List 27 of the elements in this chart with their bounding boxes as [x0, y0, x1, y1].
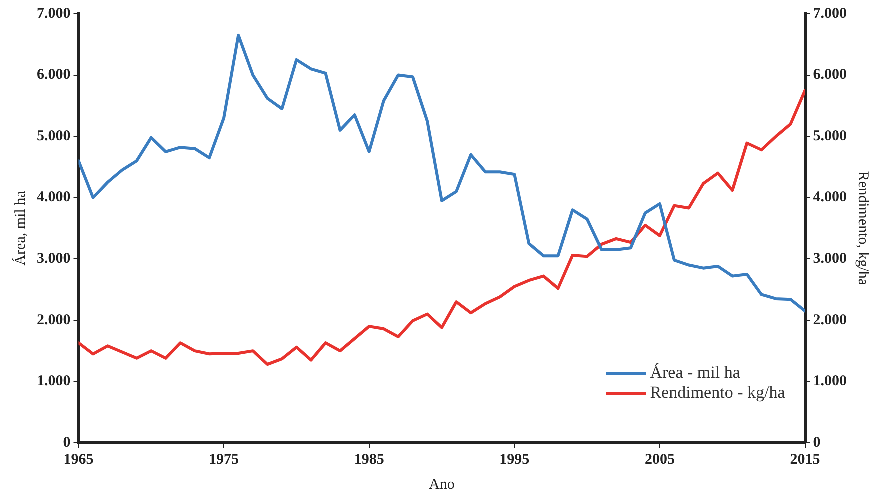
y2-axis-title: Rendimento, kg/ha	[855, 171, 872, 286]
x-tick-label: 1975	[209, 452, 240, 468]
x-tick-label: 1965	[64, 452, 94, 468]
y2-tick-label: 3.000	[813, 251, 847, 268]
x-tick-label: 2015	[790, 452, 820, 468]
x-tick-label: 2005	[644, 452, 675, 468]
y-tick-label: 5.000	[37, 128, 71, 144]
y-axis-title: Área, mil ha	[12, 190, 29, 266]
y-tick-label: 3.000	[37, 251, 71, 268]
y2-tick-label: 0	[813, 434, 821, 451]
y-tick-label: 0	[63, 434, 71, 451]
y-tick-label: 6.000	[37, 67, 71, 84]
x-tick-label: 1995	[500, 452, 530, 468]
x-axis-title: Ano	[429, 476, 455, 493]
legend-label: Rendimento - kg/ha	[650, 383, 786, 403]
y-tick-label: 7.000	[37, 6, 71, 22]
y2-tick-label: 1.000	[813, 374, 847, 390]
y2-tick-label: 2.000	[813, 312, 847, 328]
y-tick-label: 1.000	[37, 374, 71, 390]
y2-tick-label: 7.000	[813, 6, 847, 22]
y2-tick-label: 6.000	[813, 67, 847, 84]
y-tick-label: 2.000	[37, 312, 71, 328]
legend-label: Área - mil ha	[650, 363, 740, 383]
x-tick-label: 1985	[354, 452, 384, 468]
y2-tick-label: 4.000	[813, 190, 847, 206]
y2-tick-label: 5.000	[813, 128, 847, 144]
y-tick-label: 4.000	[37, 190, 71, 206]
